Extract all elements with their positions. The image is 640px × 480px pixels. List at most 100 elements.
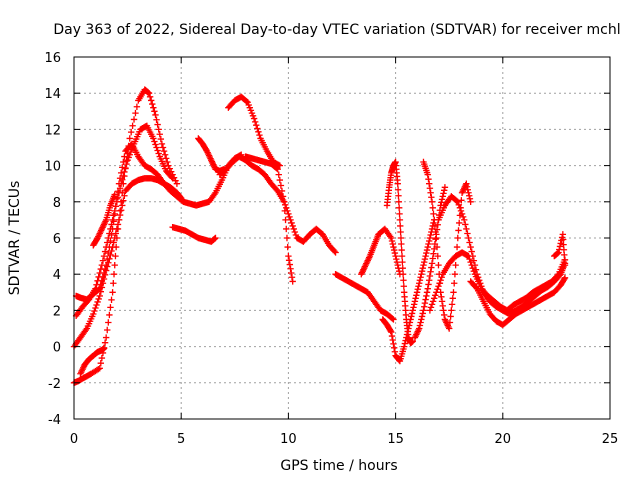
data-point <box>418 271 425 278</box>
data-point <box>279 193 287 200</box>
data-point <box>426 307 434 314</box>
data-point <box>284 243 291 251</box>
data-point <box>390 344 398 352</box>
series-track-m <box>358 225 404 278</box>
data-point <box>397 228 404 236</box>
data-point <box>212 234 219 242</box>
data-point <box>438 298 446 305</box>
data-point <box>116 185 124 192</box>
data-point <box>154 121 161 128</box>
data-point <box>286 213 293 221</box>
data-point <box>389 336 396 344</box>
data-point <box>108 221 115 228</box>
data-point <box>430 245 438 253</box>
data-point <box>467 258 474 266</box>
data-point <box>99 280 107 287</box>
data-point <box>434 286 441 293</box>
y-tick-label: 8 <box>53 196 61 211</box>
series-track-s <box>467 274 569 329</box>
data-point <box>418 316 425 323</box>
data-point <box>398 240 405 248</box>
data-point <box>555 249 562 256</box>
x-tick-label: 0 <box>70 432 78 447</box>
data-point <box>428 301 436 308</box>
data-point <box>152 141 159 148</box>
data-point <box>331 248 338 255</box>
data-point <box>419 264 426 272</box>
data-point <box>440 311 448 319</box>
data-point <box>434 221 441 228</box>
data-point <box>425 237 433 245</box>
series-track-l <box>332 271 397 323</box>
data-point <box>561 261 569 269</box>
data-point <box>273 165 280 172</box>
data-point <box>396 210 403 218</box>
data-point <box>472 284 480 291</box>
data-point <box>397 234 405 242</box>
data-point <box>104 239 111 246</box>
y-tick-label: 0 <box>53 341 61 356</box>
data-point <box>122 164 129 172</box>
data-point <box>466 195 474 202</box>
data-point <box>446 319 454 326</box>
data-point <box>288 274 296 281</box>
data-point <box>107 304 114 311</box>
data-point <box>150 135 157 142</box>
data-point <box>424 171 431 178</box>
data-point <box>425 277 433 284</box>
data-point <box>430 210 437 218</box>
data-point <box>287 265 294 272</box>
series-track-g <box>169 223 219 245</box>
data-point <box>428 194 435 201</box>
data-point <box>423 289 431 296</box>
data-point <box>256 131 263 139</box>
data-point <box>290 225 297 233</box>
data-point <box>463 225 470 233</box>
data-point <box>409 307 416 314</box>
data-point <box>402 337 409 344</box>
data-point <box>274 166 281 173</box>
data-point <box>117 180 125 187</box>
data-point <box>400 283 408 290</box>
data-point <box>472 266 480 273</box>
data-point <box>427 304 435 311</box>
data-point <box>160 147 168 155</box>
data-point <box>106 230 113 237</box>
data-point <box>278 187 286 195</box>
y-tick-label: 6 <box>53 232 61 247</box>
data-point <box>399 264 406 272</box>
data-point <box>425 180 433 187</box>
data-point <box>105 259 112 266</box>
data-point <box>157 135 165 143</box>
data-point <box>108 247 115 255</box>
data-point <box>276 162 284 169</box>
data-point <box>289 222 296 230</box>
data-point <box>451 280 458 287</box>
data-point <box>117 207 125 214</box>
y-tick-label: 10 <box>44 160 61 175</box>
data-point <box>110 239 117 246</box>
data-point <box>426 234 434 242</box>
data-point <box>455 227 462 234</box>
data-point <box>292 231 300 239</box>
y-tick-label: 12 <box>44 123 61 138</box>
data-point <box>92 304 99 312</box>
data-point <box>123 160 130 168</box>
data-points <box>70 86 569 386</box>
data-point <box>423 246 431 254</box>
data-point <box>410 304 417 311</box>
data-point <box>121 153 128 160</box>
data-point <box>416 322 424 329</box>
data-point <box>429 204 436 212</box>
data-point <box>152 111 159 119</box>
data-point <box>102 243 110 251</box>
x-tick-label: 10 <box>280 432 297 447</box>
data-point <box>283 225 290 233</box>
data-point <box>453 197 460 205</box>
data-point <box>388 234 395 242</box>
data-point <box>111 261 118 269</box>
data-point <box>285 252 292 260</box>
data-point <box>430 295 438 302</box>
data-point <box>97 288 104 295</box>
data-point <box>391 249 399 257</box>
